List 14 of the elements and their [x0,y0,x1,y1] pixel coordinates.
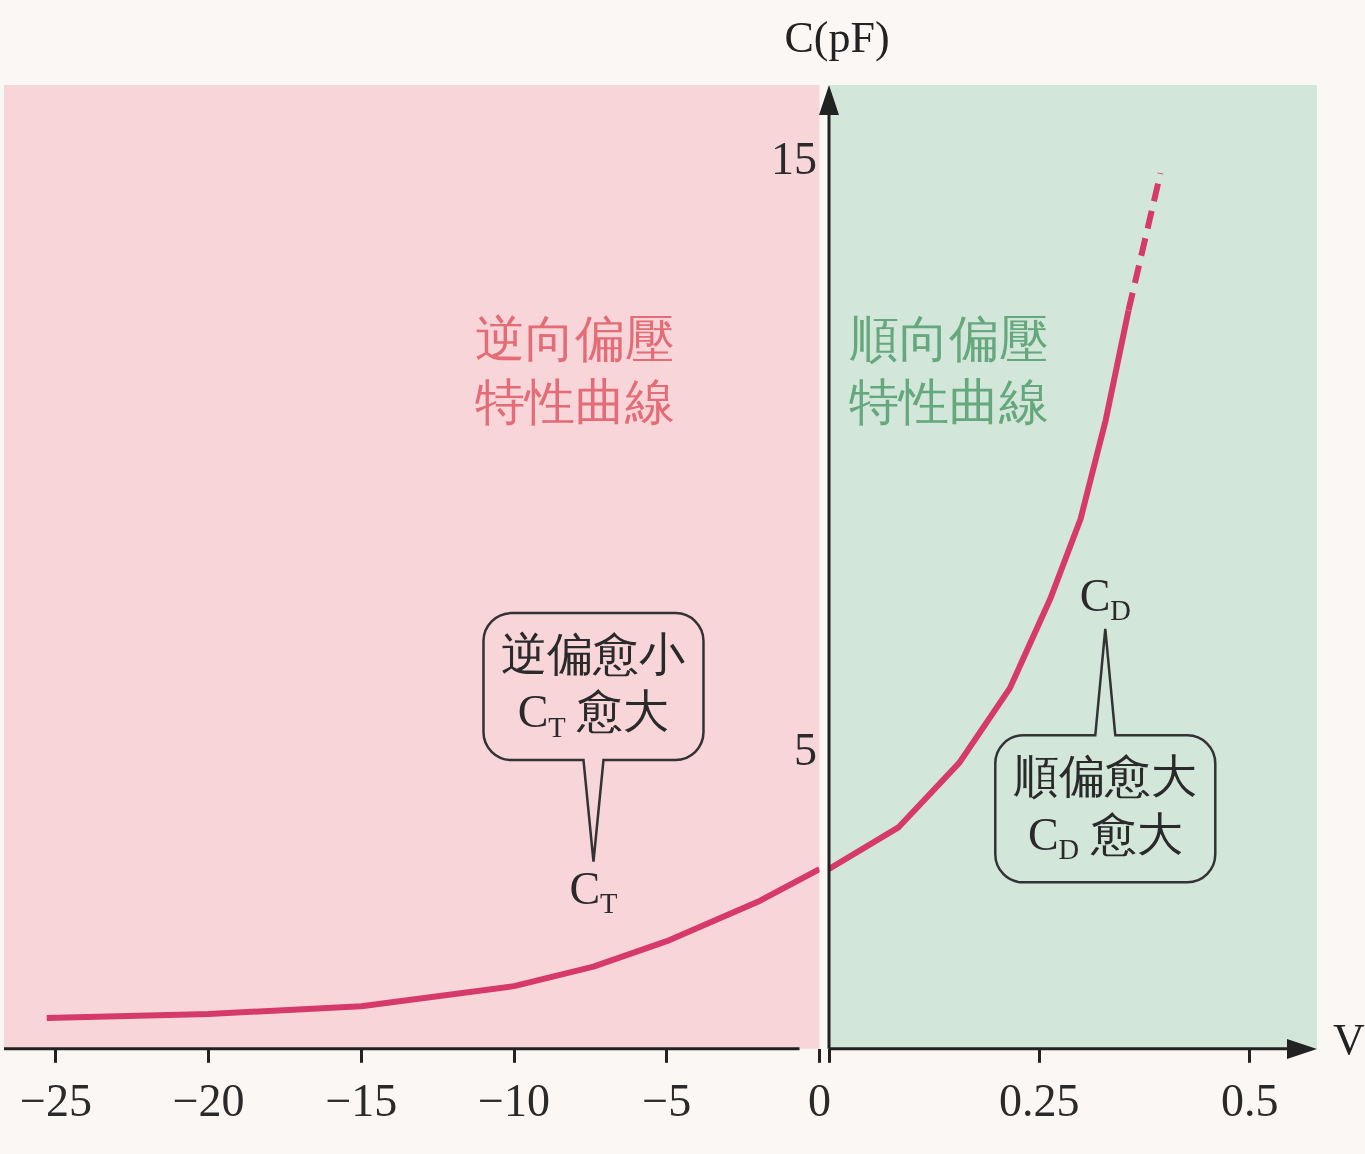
x-axis-title: V [1333,1015,1365,1065]
x-tick-label: −5 [642,1075,692,1127]
x-tick-label: −15 [325,1075,398,1127]
x-tick-label: −10 [478,1075,551,1127]
x-tick-label: 0.5 [1220,1075,1279,1127]
x-tick-label: 0.25 [999,1075,1080,1127]
y-axis-title: C(pF) [784,12,890,62]
text: 逆向偏壓特性曲線 [474,311,675,430]
x-tick-label: −25 [19,1075,92,1127]
text: 順向偏壓特性曲線 [849,311,1049,430]
x-tick-label: −20 [172,1075,245,1127]
y-tick-label: 5 [794,724,817,776]
y-tick-label: 15 [771,132,817,184]
x-tick-label: 0 [808,1075,831,1127]
